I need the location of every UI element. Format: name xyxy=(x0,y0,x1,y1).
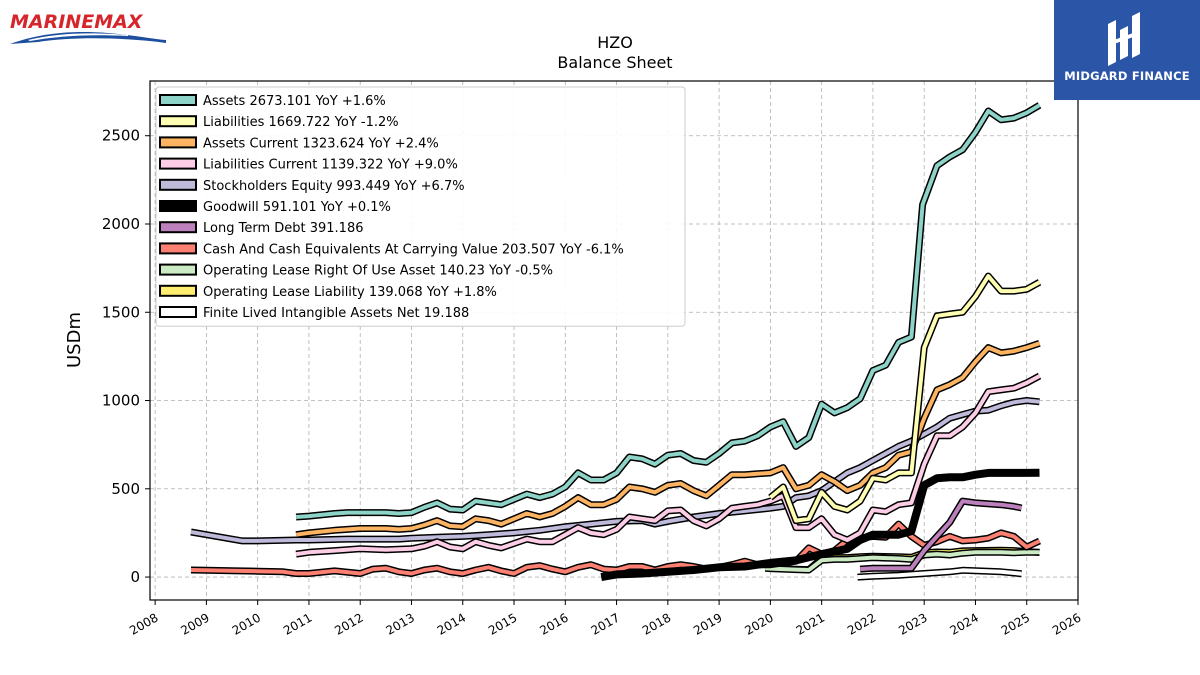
series-lines xyxy=(190,102,1042,582)
midgard-finance-text: MIDGARD FINANCE xyxy=(1064,69,1190,83)
marinemax-logo-text: MARINEMAX xyxy=(10,11,144,33)
legend-item: Finite Lived Intangible Assets Net 19.18… xyxy=(159,306,469,321)
x-tick-label: 2017 xyxy=(589,610,622,637)
series-line-10 xyxy=(857,566,1022,581)
legend-swatch xyxy=(159,242,197,255)
x-tick-label: 2019 xyxy=(691,610,724,637)
x-tick-label: 2025 xyxy=(999,610,1032,637)
legend-label: Long Term Debt 391.186 xyxy=(203,221,363,236)
legend-label: Operating Lease Liability 139.068 YoY +1… xyxy=(203,285,497,300)
series-stroke xyxy=(295,103,1041,519)
legend-item: Assets Current 1323.624 YoY +2.4% xyxy=(159,136,439,151)
legend-swatch xyxy=(159,136,197,149)
x-tick-label: 2010 xyxy=(230,610,263,637)
y-tick-label: 500 xyxy=(111,480,140,498)
legend-label: Stockholders Equity 993.449 YoY +6.7% xyxy=(203,179,465,194)
midgard-mark-icon xyxy=(1108,12,1140,66)
legend: Assets 2673.101 YoY +1.6% Liabilities 166… xyxy=(155,86,686,327)
legend-item: Operating Lease Liability 139.068 YoY +1… xyxy=(159,284,497,300)
series-line-0 xyxy=(295,102,1042,521)
legend-item: Stockholders Equity 993.449 YoY +6.7% xyxy=(159,178,465,194)
legend-item: Liabilities Current 1139.322 YoY +9.0% xyxy=(159,157,458,173)
legend-swatch xyxy=(159,306,197,318)
series-stroke xyxy=(600,468,1040,582)
legend-label: Assets Current 1323.624 YoY +2.4% xyxy=(203,136,439,151)
x-tick-label: 2022 xyxy=(845,610,878,637)
legend-swatch xyxy=(159,200,197,212)
legend-swatch xyxy=(159,221,197,234)
chart-subtitle: Balance Sheet xyxy=(557,53,672,72)
plot-frame xyxy=(149,80,1079,601)
legend-swatch xyxy=(159,157,197,170)
y-tick-label: 0 xyxy=(130,568,140,586)
x-tick-label: 2026 xyxy=(1050,610,1083,637)
series-line-6 xyxy=(859,497,1023,573)
legend-item: Goodwill 591.101 YoY +0.1% xyxy=(159,200,391,215)
x-tick-label: 2014 xyxy=(435,610,468,637)
legend-item: Operating Lease Right Of Use Asset 140.2… xyxy=(159,263,553,279)
x-tick-label: 2013 xyxy=(384,610,417,637)
series-stroke xyxy=(857,568,1022,580)
legend-label: Finite Lived Intangible Assets Net 19.18… xyxy=(203,306,469,321)
legend-label: Cash And Cash Equivalents At Carrying Va… xyxy=(203,242,624,257)
legend-swatch xyxy=(159,94,197,106)
legend-swatch xyxy=(159,263,197,276)
series-line-2 xyxy=(295,339,1041,539)
x-tick-label: 2016 xyxy=(537,610,570,637)
y-tick-label: 1500 xyxy=(102,303,140,321)
legend-item: Assets 2673.101 YoY +1.6% xyxy=(159,94,386,109)
series-line-1 xyxy=(768,272,1042,525)
x-tick-label: 2020 xyxy=(742,610,775,637)
x-tick-label: 2009 xyxy=(178,610,211,637)
legend-swatch xyxy=(159,178,197,191)
legend-label: Liabilities Current 1139.322 YoY +9.0% xyxy=(203,158,458,173)
legend-label: Operating Lease Right Of Use Asset 140.2… xyxy=(203,264,553,279)
series-line-5 xyxy=(600,468,1040,582)
legend-box xyxy=(155,86,686,327)
series-stroke xyxy=(765,550,1040,572)
legend-item: Liabilities 1669.722 YoY -1.2% xyxy=(159,115,399,130)
series-stroke xyxy=(295,341,1041,537)
y-tick-label: 2000 xyxy=(102,215,140,233)
x-tick-label: 2015 xyxy=(486,610,519,637)
x-tick-label: 2024 xyxy=(948,610,981,637)
marinemax-logo: MARINEMAX xyxy=(8,6,168,46)
midgard-finance-logo: MIDGARD FINANCE xyxy=(1054,0,1200,100)
series-line-3 xyxy=(295,372,1042,558)
series-stroke xyxy=(295,374,1041,557)
legend-swatch xyxy=(159,115,197,128)
y-axis-label: USDm xyxy=(64,312,85,368)
y-tick-label: 1000 xyxy=(102,392,140,410)
x-tick-label: 2011 xyxy=(281,610,314,637)
legend-item: Long Term Debt 391.186 xyxy=(159,221,363,236)
series-line-8 xyxy=(764,548,1040,574)
x-tick-label: 2012 xyxy=(332,610,365,637)
x-tick-label: 2021 xyxy=(794,610,827,637)
x-tick-label: 2018 xyxy=(640,610,673,637)
legend-label: Assets 2673.101 YoY +1.6% xyxy=(203,94,386,109)
axes: 2008 2009 2010 2011 2012 2013 2014 2015 2016 2017… xyxy=(102,127,1084,638)
chart-title: HZO xyxy=(597,33,633,52)
legend-swatch xyxy=(159,284,197,297)
legend-label: Goodwill 591.101 YoY +0.1% xyxy=(203,200,391,215)
series-stroke xyxy=(859,499,1023,572)
legend-label: Liabilities 1669.722 YoY -1.2% xyxy=(203,115,399,130)
y-tick-label: 2500 xyxy=(102,127,140,145)
series-stroke xyxy=(769,274,1041,523)
x-tick-label: 2023 xyxy=(896,610,929,637)
x-tick-label: 2008 xyxy=(127,610,160,637)
legend-item: Cash And Cash Equivalents At Carrying Va… xyxy=(159,242,624,257)
